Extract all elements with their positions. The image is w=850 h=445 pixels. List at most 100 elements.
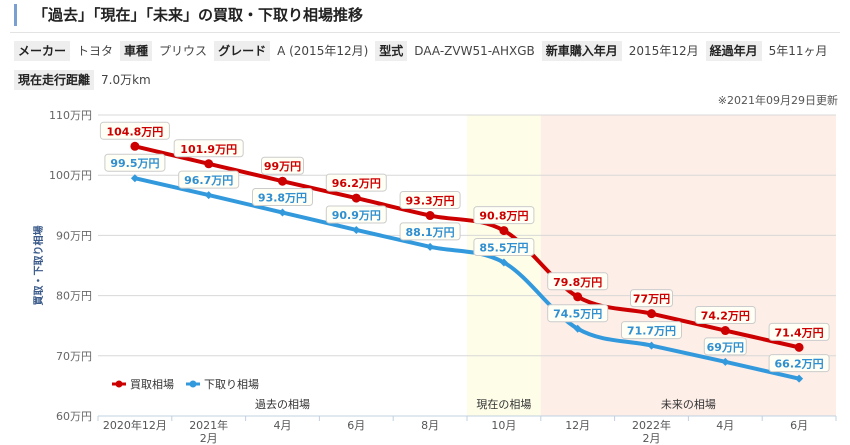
data-point xyxy=(795,374,804,383)
legend-marker xyxy=(115,380,123,388)
data-point xyxy=(426,242,435,251)
data-label: 88.1万円 xyxy=(406,226,455,239)
spec-value: A (2015年12月) xyxy=(277,44,369,58)
data-point xyxy=(573,292,583,302)
data-label: 99万円 xyxy=(264,160,301,173)
x-tick-label: 2月 xyxy=(643,432,661,445)
data-label: 93.8万円 xyxy=(258,192,307,205)
data-label-box xyxy=(173,139,244,158)
spec-label: メーカー xyxy=(14,41,71,61)
data-label-box xyxy=(399,191,461,210)
x-tick-label: 10月 xyxy=(491,419,516,432)
spec-value: DAA-ZVW51-AHXGB xyxy=(414,44,535,58)
x-tick-label: 6月 xyxy=(347,419,365,432)
data-label: 79.8万円 xyxy=(553,276,602,289)
data-label: 96.7万円 xyxy=(184,174,233,187)
data-label: 101.9万円 xyxy=(180,143,237,156)
y-tick-label: 70万円 xyxy=(56,350,92,363)
data-label-box xyxy=(547,304,609,323)
data-point xyxy=(352,225,361,234)
data-label-box xyxy=(630,289,673,308)
x-tick-label: 2022年 xyxy=(632,418,671,432)
data-label-box xyxy=(178,170,240,189)
legend-marker xyxy=(189,380,197,388)
data-point xyxy=(499,226,509,236)
region-label: 過去の相場 xyxy=(255,398,310,411)
x-tick-label: 4月 xyxy=(274,419,292,432)
x-tick-label: 4月 xyxy=(716,419,734,432)
spec-label: 型式 xyxy=(375,41,408,61)
data-point xyxy=(130,141,140,151)
x-tick-label: 2021年 xyxy=(189,418,228,432)
data-label-box xyxy=(473,206,535,225)
page-title: 「過去」「現在」「未来」の買取・下取り相場推移 xyxy=(14,4,363,26)
data-label-box xyxy=(261,156,304,175)
spec-value: トヨタ xyxy=(77,44,114,58)
data-label-box xyxy=(104,153,166,172)
spec-label: 現在走行距離 xyxy=(14,70,95,90)
x-tick-label: 8月 xyxy=(421,419,439,432)
data-label: 99.5万円 xyxy=(110,157,159,170)
y-tick-label: 80万円 xyxy=(56,290,92,303)
y-tick-label: 110万円 xyxy=(49,109,92,122)
data-label: 90.8万円 xyxy=(479,210,528,223)
spec-value: プリウス xyxy=(159,44,208,58)
updated-date: ※2021年09月29日更新 xyxy=(717,94,838,107)
divider xyxy=(10,32,840,33)
data-label: 71.7万円 xyxy=(627,325,676,338)
data-label: 74.5万円 xyxy=(553,308,602,321)
data-point xyxy=(499,258,508,267)
data-label-box xyxy=(768,354,830,373)
y-tick-label: 60万円 xyxy=(56,410,92,423)
data-point xyxy=(130,174,139,183)
data-label: 69万円 xyxy=(707,341,744,354)
data-label-box xyxy=(325,173,387,192)
data-label-box xyxy=(703,337,747,356)
data-label-box xyxy=(252,188,313,207)
data-point xyxy=(204,191,213,200)
y-tick-label: 90万円 xyxy=(56,229,92,242)
data-label-box xyxy=(473,237,535,256)
legend-label: 下取り相場 xyxy=(204,378,259,391)
data-label-box xyxy=(768,322,830,341)
data-point xyxy=(573,324,582,333)
x-tick-label: 12月 xyxy=(565,419,590,432)
data-point xyxy=(720,326,730,336)
data-label: 96.2万円 xyxy=(332,177,381,190)
data-label: 85.5万円 xyxy=(479,241,528,254)
y-axis-title: 買取・下取り相場 xyxy=(32,226,45,306)
spec-label: 車種 xyxy=(120,41,153,61)
data-label: 104.8万円 xyxy=(107,125,164,138)
y-tick-label: 100万円 xyxy=(49,169,92,182)
spec-label: 経過年月 xyxy=(705,41,762,61)
data-label-box xyxy=(694,306,756,325)
data-point xyxy=(204,159,214,169)
region-label: 未来の相場 xyxy=(661,398,716,411)
data-label: 77万円 xyxy=(633,293,670,306)
data-label-box xyxy=(325,205,387,224)
data-point xyxy=(351,193,361,203)
data-label-box xyxy=(399,222,461,241)
data-label: 66.2万円 xyxy=(775,358,824,371)
x-tick-label: 6月 xyxy=(790,419,808,432)
spec-label: グレード xyxy=(214,41,271,61)
region-label: 現在の相場 xyxy=(476,398,531,411)
data-point xyxy=(425,211,435,221)
data-label-box xyxy=(621,321,682,340)
data-label: 71.4万円 xyxy=(775,326,824,339)
legend-label: 買取相場 xyxy=(130,378,174,391)
data-label-box xyxy=(547,272,609,291)
x-tick-label: 2月 xyxy=(200,432,218,445)
spec-label: 新車購入年月 xyxy=(541,41,622,61)
vehicle-specs: メーカー トヨタ 車種 プリウス グレード A (2015年12月) 型式 DAA-ZVW51… xyxy=(14,41,844,99)
data-point xyxy=(647,341,656,350)
x-tick-label: 2020年12月 xyxy=(103,418,167,432)
data-point xyxy=(278,176,287,186)
data-label: 93.3万円 xyxy=(406,195,455,208)
data-point xyxy=(721,357,730,366)
data-label-box xyxy=(99,121,170,140)
data-label: 90.9万円 xyxy=(332,209,381,222)
data-point xyxy=(647,309,656,319)
data-label: 74.2万円 xyxy=(701,310,750,323)
